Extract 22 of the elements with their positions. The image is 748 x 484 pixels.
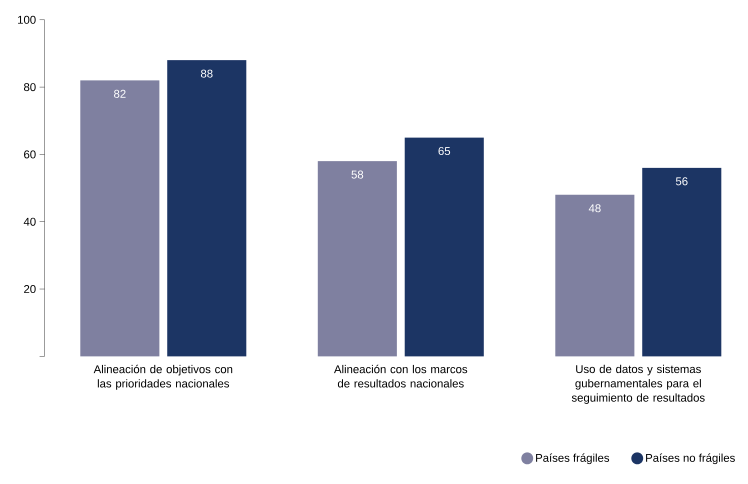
bar [167,60,246,356]
y-tick-label: 60 [24,150,36,158]
legend-label: Países frágiles [536,453,610,464]
y-tick-label: 40 [24,218,36,226]
legend-label: Países no frágiles [646,453,735,464]
y-tick-label: 80 [24,83,36,92]
data-label: 58 [351,170,364,179]
bar [404,138,484,356]
data-label: 82 [114,90,126,98]
data-label: 56 [676,177,688,186]
x-tick-label: Uso de datos y sistemas gubernamentales para el seguimiento de resultados [572,364,705,404]
bar [555,194,634,356]
bar [642,168,722,356]
y-tick-label: 100 [18,16,36,24]
y-tick-label: 20 [24,285,36,294]
x-tick-label: Alineación de objetivos con las prioridades nacionales [94,364,232,390]
bar [318,161,397,356]
bar [80,80,160,356]
data-label: 88 [200,70,213,78]
x-tick-label: Alineación con los marcos de resultados nacionales [334,364,468,388]
data-label: 48 [588,204,601,212]
data-label: 65 [438,146,450,156]
